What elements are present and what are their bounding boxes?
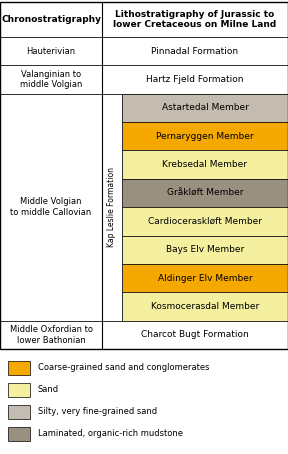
Bar (0, 65, 102, 94)
Bar (8, 383, 30, 397)
Bar (102, 94, 122, 321)
Bar (102, 37, 288, 65)
Text: Silty, very fine-grained sand: Silty, very fine-grained sand (38, 408, 157, 416)
Bar (122, 236, 288, 264)
Bar (0, 37, 102, 65)
Text: Astartedal Member: Astartedal Member (162, 104, 249, 113)
Bar (0, 2, 102, 37)
Text: Hauterivian: Hauterivian (26, 47, 75, 56)
Text: Krebsedal Member: Krebsedal Member (162, 160, 247, 169)
Bar (102, 2, 288, 37)
Text: Kosmocerasdal Member: Kosmocerasdal Member (151, 302, 259, 311)
Bar (122, 207, 288, 236)
Bar (122, 94, 288, 122)
Bar (122, 264, 288, 292)
Text: Gråkløft Member: Gråkløft Member (167, 188, 243, 197)
Text: Hartz Fjeld Formation: Hartz Fjeld Formation (146, 75, 244, 84)
Text: Lithostratigraphy of Jurassic to
lower Cretaceous on Milne Land: Lithostratigraphy of Jurassic to lower C… (113, 10, 277, 29)
Text: Bays Elv Member: Bays Elv Member (166, 245, 244, 254)
Bar (122, 292, 288, 321)
Text: Aldinger Elv Member: Aldinger Elv Member (158, 274, 252, 282)
Text: Kap Leslie Formation: Kap Leslie Formation (107, 167, 117, 247)
Bar (0, 2, 288, 349)
Text: Pinnadal Formation: Pinnadal Formation (151, 47, 238, 56)
Bar (8, 405, 30, 419)
Text: Middle Oxfordian to
lower Bathonian: Middle Oxfordian to lower Bathonian (10, 325, 92, 345)
Text: Cardioceraskløft Member: Cardioceraskløft Member (148, 217, 262, 226)
Bar (122, 179, 288, 207)
Text: Pernaryggen Member: Pernaryggen Member (156, 132, 254, 141)
Bar (122, 150, 288, 179)
Text: Sand: Sand (38, 385, 59, 395)
Bar (8, 361, 30, 375)
Bar (102, 65, 288, 94)
Text: Chronostratigraphy: Chronostratigraphy (1, 15, 101, 24)
Bar (0, 94, 102, 321)
Bar (102, 321, 288, 349)
Text: Laminated, organic-rich mudstone: Laminated, organic-rich mudstone (38, 429, 183, 439)
Text: Middle Volgian
to middle Callovian: Middle Volgian to middle Callovian (10, 197, 92, 217)
Text: Charcot Bugt Formation: Charcot Bugt Formation (141, 331, 249, 339)
Text: Coarse-grained sand and conglomerates: Coarse-grained sand and conglomerates (38, 364, 209, 372)
Text: Valanginian to
middle Volgian: Valanginian to middle Volgian (20, 70, 82, 89)
Bar (122, 122, 288, 150)
Bar (8, 427, 30, 441)
Bar (0, 321, 102, 349)
